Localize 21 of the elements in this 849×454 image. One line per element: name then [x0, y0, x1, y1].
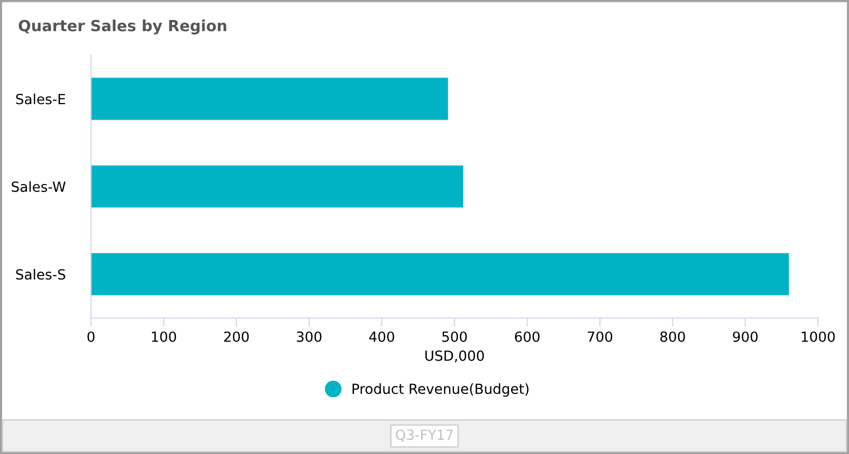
bar: [91, 253, 789, 296]
x-tick-label: 600: [514, 331, 540, 342]
legend-label: Product Revenue(Budget): [352, 383, 528, 397]
x-tick-label: 300: [296, 331, 322, 342]
x-tick-label: 500: [442, 331, 467, 342]
x-axis-title: USD,000: [425, 350, 484, 362]
x-tick-label: 900: [732, 331, 758, 342]
y-tick-label: Sales-W: [12, 181, 66, 192]
bar: [91, 78, 448, 120]
text: Q3-FY17: [396, 430, 453, 442]
bar: [91, 165, 464, 208]
x-tick-label: 1000: [802, 331, 835, 342]
y-tick-label: Sales-S: [16, 268, 66, 280]
x-tick-label: 700: [588, 331, 612, 342]
x-tick-label: 400: [369, 331, 394, 342]
x-tick-label: 800: [660, 331, 685, 342]
x-tick-label: 100: [152, 331, 176, 342]
x-tick-label: 200: [224, 331, 249, 342]
chart-title: Quarter Sales by Region: [18, 20, 226, 34]
x-tick-label: 0: [87, 331, 94, 342]
y-tick-label: Sales-E: [16, 94, 66, 104]
